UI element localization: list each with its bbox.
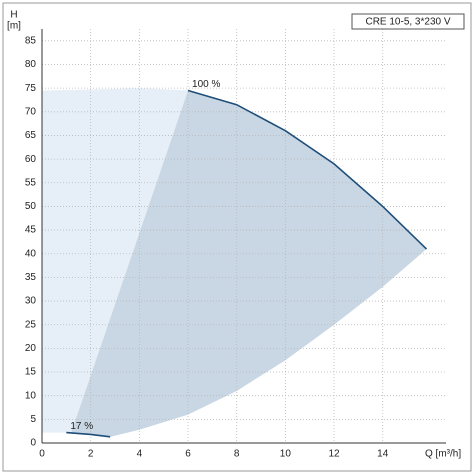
- pump-curve: [187, 89, 428, 250]
- x-axis-label: Q [m³/h]: [425, 449, 461, 460]
- x-tick-label: 6: [185, 449, 191, 460]
- y-tick-label: 70: [25, 106, 37, 117]
- x-tick-label: 14: [377, 449, 389, 460]
- y-tick-label: 10: [25, 390, 37, 401]
- y-tick-label: 65: [25, 130, 37, 141]
- y-tick-label: 55: [25, 177, 37, 188]
- x-tick-label: 4: [137, 449, 143, 460]
- x-tick-label: 10: [280, 449, 292, 460]
- y-tick-label: 60: [25, 154, 37, 165]
- y-tick-label: 30: [25, 296, 37, 307]
- operating-area: [42, 88, 189, 444]
- y-tick-label: 5: [30, 414, 36, 425]
- title-box: [351, 13, 465, 30]
- operating-area: [71, 90, 427, 437]
- y-tick-label: 40: [25, 248, 37, 259]
- y-tick-label: 50: [25, 201, 37, 212]
- y-tick-label: 20: [25, 343, 37, 354]
- y-axis-unit: [m]: [7, 21, 21, 32]
- pump-curve: [66, 431, 111, 438]
- y-tick-label: 85: [25, 35, 37, 46]
- y-tick-label: 35: [25, 272, 37, 283]
- y-tick-label: 45: [25, 225, 37, 236]
- curve-label: 100 %: [192, 79, 220, 90]
- frame: [2, 2, 472, 472]
- chart-title: CRE 10-5, 3*230 V: [365, 17, 450, 28]
- y-tick-label: 0: [30, 438, 36, 449]
- y-axis-label: H: [10, 10, 17, 21]
- x-tick-label: 8: [234, 449, 240, 460]
- x-tick-label: 12: [328, 449, 340, 460]
- x-tick-label: 2: [88, 449, 94, 460]
- y-tick-label: 75: [25, 83, 37, 94]
- curve-label: 17 %: [70, 421, 93, 432]
- x-tick-label: 0: [39, 449, 45, 460]
- y-tick-label: 25: [25, 319, 37, 330]
- y-tick-label: 80: [25, 59, 37, 70]
- y-tick-label: 15: [25, 367, 37, 378]
